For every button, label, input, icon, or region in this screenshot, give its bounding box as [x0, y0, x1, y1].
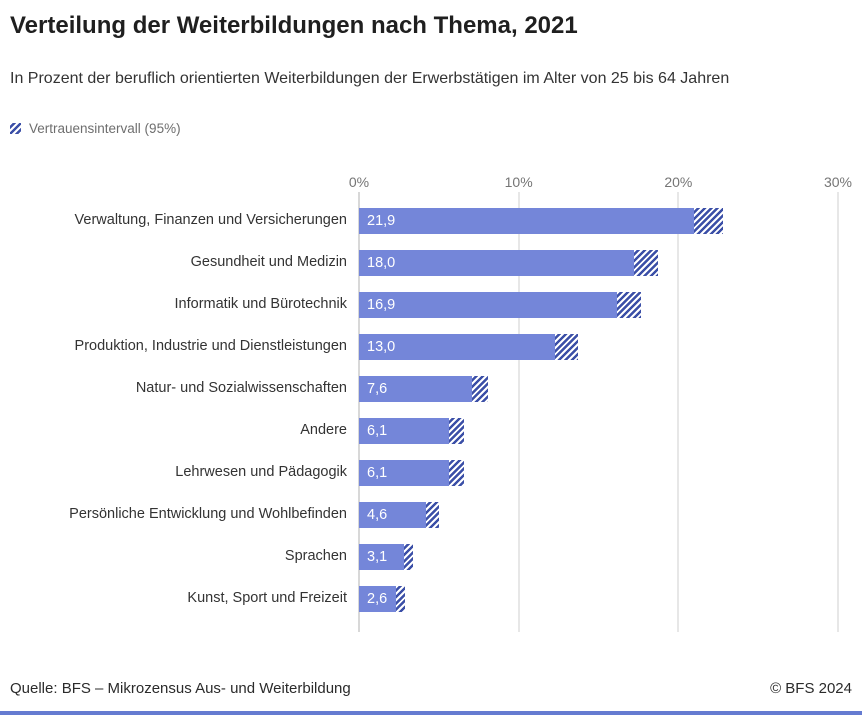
bar-cell: 16,9 [359, 291, 838, 318]
bar: 2,6 [359, 585, 401, 612]
chart-row: Natur- und Sozialwissenschaften 7,6 [10, 368, 852, 410]
bar-cell: 6,1 [359, 459, 838, 486]
bar-cell: 3,1 [359, 543, 838, 570]
confidence-interval-hatch [616, 291, 641, 318]
bar-cell: 4,6 [359, 501, 838, 528]
category-label: Gesundheit und Medizin [190, 254, 347, 271]
chart-row: Sprachen 3,1 [10, 536, 852, 578]
x-tick-label: 0% [348, 173, 370, 190]
brand-accent-line [0, 711, 862, 715]
bar-chart: 0% 10% 20% 30% Verwaltung, Finanzen und Ver… [10, 173, 852, 632]
legend: Vertrauensintervall (95%) [10, 121, 852, 136]
chart-row: Verwaltung, Finanzen und Versicherungen … [10, 200, 852, 242]
confidence-interval-hatch [634, 249, 659, 276]
x-tick-label: 20% [664, 173, 693, 190]
source-text: Quelle: BFS – Mikrozensus Aus- und Weite… [10, 680, 351, 697]
value-label: 7,6 [367, 380, 388, 397]
bar: 16,9 [359, 291, 629, 318]
category-label: Andere [300, 422, 347, 439]
confidence-interval-hatch-icon [10, 122, 21, 134]
chart-row: Persönliche Entwicklung und Wohlbefinden… [10, 494, 852, 536]
chart-row: Andere 6,1 [10, 410, 852, 452]
category-label: Informatik und Bürotechnik [174, 296, 347, 313]
value-label: 13,0 [367, 338, 396, 355]
footer: Quelle: BFS – Mikrozensus Aus- und Weite… [10, 680, 852, 697]
bar: 13,0 [359, 333, 567, 360]
chart-row: Informatik und Bürotechnik 16,9 [10, 284, 852, 326]
confidence-interval-hatch [449, 417, 464, 444]
plot-area: Verwaltung, Finanzen und Versicherungen … [10, 191, 852, 632]
category-label: Lehrwesen und Pädagogik [175, 464, 347, 481]
confidence-interval-hatch [403, 543, 414, 570]
gridline [677, 191, 679, 632]
bar-cell: 13,0 [359, 333, 838, 360]
value-label: 21,9 [367, 212, 396, 229]
bar-cell: 2,6 [359, 585, 838, 612]
chart-rows: Verwaltung, Finanzen und Versicherungen … [10, 198, 852, 620]
value-label: 6,1 [367, 422, 388, 439]
gridline [518, 191, 520, 632]
gridlines [358, 191, 839, 632]
value-label: 18,0 [367, 254, 396, 271]
bar: 6,1 [359, 459, 457, 486]
confidence-interval-hatch [694, 207, 724, 234]
page-title: Verteilung der Weiterbildungen nach Them… [10, 12, 578, 39]
category-label: Natur- und Sozialwissenschaften [135, 380, 347, 397]
confidence-interval-hatch [472, 375, 489, 402]
category-label: Produktion, Industrie und Dienstleistung… [74, 338, 347, 355]
chart-subtitle: In Prozent der beruflich orientierten We… [10, 69, 730, 87]
gridline [358, 191, 360, 632]
category-label: Verwaltung, Finanzen und Versicherungen [74, 212, 347, 229]
chart-row: Kunst, Sport und Freizeit 2,6 [10, 578, 852, 620]
value-label: 2,6 [367, 590, 388, 607]
x-axis: 0% 10% 20% 30% [349, 173, 852, 198]
value-label: 6,1 [367, 464, 388, 481]
value-label: 16,9 [367, 296, 396, 313]
bar: 7,6 [359, 375, 481, 402]
category-label: Persönliche Entwicklung und Wohlbefinden [69, 506, 347, 523]
bar: 3,1 [359, 543, 409, 570]
bar: 21,9 [359, 207, 709, 234]
confidence-interval-hatch [395, 585, 406, 612]
legend-label: Vertrauensintervall (95%) [29, 120, 181, 136]
copyright-text: © BFS 2024 [770, 680, 852, 697]
chart-row: Lehrwesen und Pädagogik 6,1 [10, 452, 852, 494]
bar: 18,0 [359, 249, 647, 276]
bar-cell: 18,0 [359, 249, 838, 276]
bar: 6,1 [359, 417, 457, 444]
x-tick-label: 10% [504, 173, 533, 190]
chart-row: Gesundheit und Medizin 18,0 [10, 242, 852, 284]
confidence-interval-hatch [555, 333, 578, 360]
gridline [837, 191, 839, 632]
category-label: Sprachen [284, 548, 347, 565]
bar: 4,6 [359, 501, 433, 528]
confidence-interval-hatch [449, 459, 464, 486]
value-label: 4,6 [367, 506, 388, 523]
bar-cell: 6,1 [359, 417, 838, 444]
bar-cell: 21,9 [359, 207, 838, 234]
confidence-interval-hatch [426, 501, 439, 528]
category-label: Kunst, Sport und Freizeit [187, 590, 347, 607]
chart-row: Produktion, Industrie und Dienstleistung… [10, 326, 852, 368]
x-tick-label: 30% [823, 173, 853, 190]
bar-cell: 7,6 [359, 375, 838, 402]
value-label: 3,1 [367, 548, 388, 565]
